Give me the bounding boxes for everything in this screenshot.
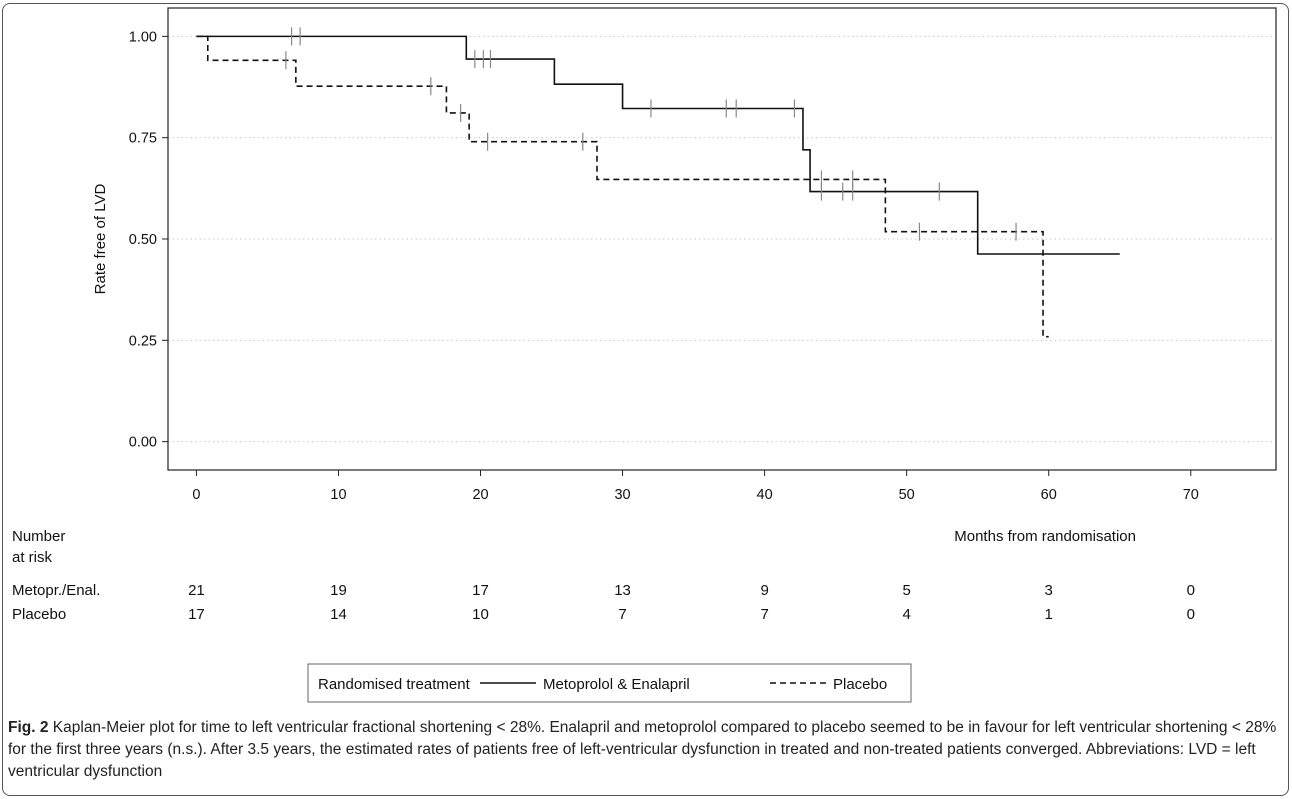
risk-row-label: Metopr./Enal.: [12, 582, 100, 599]
risk-table-header: Number: [12, 528, 65, 545]
risk-count: 9: [760, 582, 768, 599]
series-line-1: [196, 35, 1120, 255]
figure-caption: Fig. 2 Kaplan-Meier plot for time to lef…: [8, 717, 1278, 783]
risk-count: 13: [614, 582, 631, 599]
risk-count: 7: [618, 606, 626, 623]
risk-count: 21: [188, 582, 205, 599]
risk-row-label: Placebo: [12, 606, 66, 623]
x-axis-label: Months from randomisation: [954, 528, 1136, 545]
risk-count: 14: [330, 606, 347, 623]
x-tick-label: 50: [899, 487, 915, 503]
risk-count: 3: [1045, 582, 1053, 599]
risk-count: 0: [1187, 582, 1195, 599]
y-tick-label: 1.00: [129, 29, 157, 45]
series-layer: [196, 27, 1120, 338]
legend-title: Randomised treatment: [318, 676, 471, 693]
x-tick-label: 30: [614, 487, 630, 503]
x-tick-label: 70: [1183, 487, 1199, 503]
risk-count: 4: [902, 606, 910, 623]
figure-frame: [2, 3, 1289, 796]
x-tick-label: 60: [1041, 487, 1057, 503]
caption-label: Fig. 2: [8, 719, 49, 736]
y-tick-label: 0.25: [129, 333, 157, 349]
y-tick-label: 0.00: [129, 435, 157, 451]
legend-label: Metoprolol & Enalapril: [543, 676, 690, 693]
caption-text: Kaplan-Meier plot for time to left ventr…: [8, 719, 1277, 780]
y-tick-label: 0.75: [129, 131, 157, 147]
x-tick-label: 40: [757, 487, 773, 503]
x-axis: 0 10 20 30 40 50 60 70: [192, 470, 1199, 503]
grid-lines: [168, 35, 1276, 443]
x-tick-label: 0: [192, 487, 200, 503]
risk-count: 1: [1045, 606, 1053, 623]
risk-table: Number at risk Metopr./Enal. 21 19 17 13 9 5 3 0…: [12, 528, 1195, 623]
risk-count: 7: [760, 606, 768, 623]
legend-label: Placebo: [833, 676, 887, 693]
km-chart: 0.000.250.500.751.00 0 10 20 30 40 50 60 70 Rat…: [12, 7, 1277, 703]
x-tick-label: 20: [472, 487, 488, 503]
risk-count: 17: [188, 606, 205, 623]
y-axis-label: Rate free of LVD: [92, 184, 109, 295]
risk-count: 19: [330, 582, 347, 599]
risk-count: 5: [902, 582, 910, 599]
risk-count: 0: [1187, 606, 1195, 623]
y-axis: 0.00 0.25 0.50 0.75 1.00: [129, 29, 168, 451]
x-tick-label: 10: [330, 487, 346, 503]
risk-table-header: at risk: [12, 549, 53, 566]
risk-count: 10: [472, 606, 489, 623]
legend: Randomised treatment Metoprolol & Enalap…: [307, 663, 912, 703]
risk-count: 17: [472, 582, 489, 599]
y-tick-label: 0.50: [129, 232, 157, 248]
series-line-2: [196, 35, 1049, 338]
